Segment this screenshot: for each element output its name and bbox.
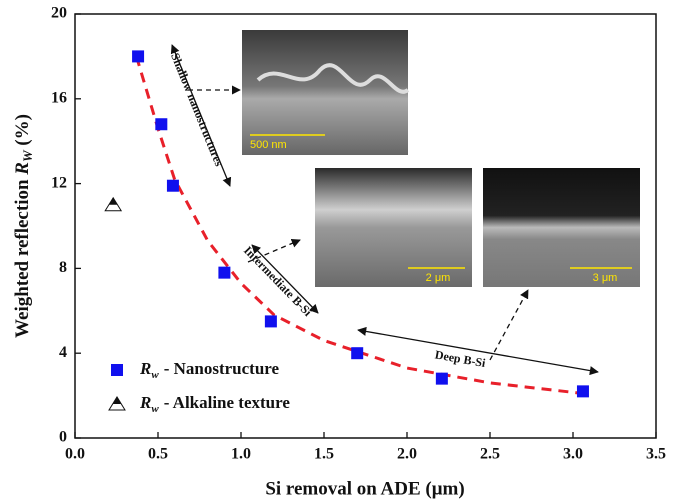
dashed-arrow <box>489 289 529 361</box>
x-tick-label: 2.5 <box>480 446 500 463</box>
x-tick-label: 3.5 <box>646 446 666 463</box>
sem-image <box>483 168 640 287</box>
marker-top <box>109 197 118 205</box>
data-point <box>104 196 123 212</box>
legend-label: Rw - Alkaline texture <box>139 393 290 415</box>
y-axis-label: Weighted reflection RW (%) <box>12 114 35 338</box>
fit-curve <box>134 55 584 395</box>
y-label-subscript: W <box>20 149 35 162</box>
legend-label: Rw - Nanostructure <box>139 359 280 381</box>
y-tick-label: 16 <box>51 89 67 106</box>
y-label-text: Weighted reflection <box>12 179 33 338</box>
x-tick-label: 0.0 <box>65 446 85 463</box>
y-tick-label: 8 <box>59 259 67 276</box>
double-arrow <box>251 244 319 314</box>
double-arrow <box>357 326 599 376</box>
x-tick-label: 1.5 <box>314 446 334 463</box>
arrows <box>170 44 599 376</box>
y-tick-label: 12 <box>51 174 67 191</box>
sem-image <box>242 30 408 155</box>
double-arrow <box>170 44 232 187</box>
legend-marker <box>111 364 123 376</box>
data-point <box>132 50 145 63</box>
data-point <box>155 118 168 131</box>
data-point <box>218 266 231 279</box>
annotation: Shallow nanostructures <box>168 51 226 169</box>
legend-symbol: R <box>139 359 151 378</box>
legend-subscript: w <box>151 403 159 415</box>
plot-frame <box>74 13 657 439</box>
data-point <box>576 385 589 398</box>
x-tick-label: 1.0 <box>231 446 251 463</box>
annotation: Intermediate B-Si <box>241 243 315 319</box>
sem-texture <box>256 63 410 94</box>
y-tick-label: 4 <box>59 344 67 361</box>
x-axis-label: Si removal on ADE (μm) <box>265 478 464 499</box>
x-tick-label: 2.0 <box>397 446 417 463</box>
data-point <box>264 315 277 328</box>
y-label-symbol: R <box>12 162 33 176</box>
legend-name: - Alkaline texture <box>164 393 291 412</box>
y-label-unit: (%) <box>12 114 33 146</box>
data-point <box>166 179 179 192</box>
sem-images: 500 nm 2 μm 3 μm <box>242 30 640 287</box>
scale-label: 3 μm <box>593 272 618 284</box>
y-tick-label: 20 <box>51 5 67 22</box>
data-point <box>435 372 448 385</box>
x-tick-label: 3.0 <box>563 446 583 463</box>
y-tick-label: 0 <box>59 429 67 446</box>
legend-name: - Nanostructure <box>164 359 280 378</box>
legend-symbol: R <box>139 393 151 412</box>
dashed-arrow <box>247 239 301 263</box>
scale-label: 2 μm <box>426 272 451 284</box>
marker-top <box>113 397 121 404</box>
x-tick-label: 0.5 <box>148 446 168 463</box>
legend-subscript: w <box>151 369 159 381</box>
data-point <box>351 347 364 360</box>
scale-label: 500 nm <box>250 139 287 151</box>
sem-image <box>315 168 472 287</box>
legend-marker <box>108 396 126 411</box>
